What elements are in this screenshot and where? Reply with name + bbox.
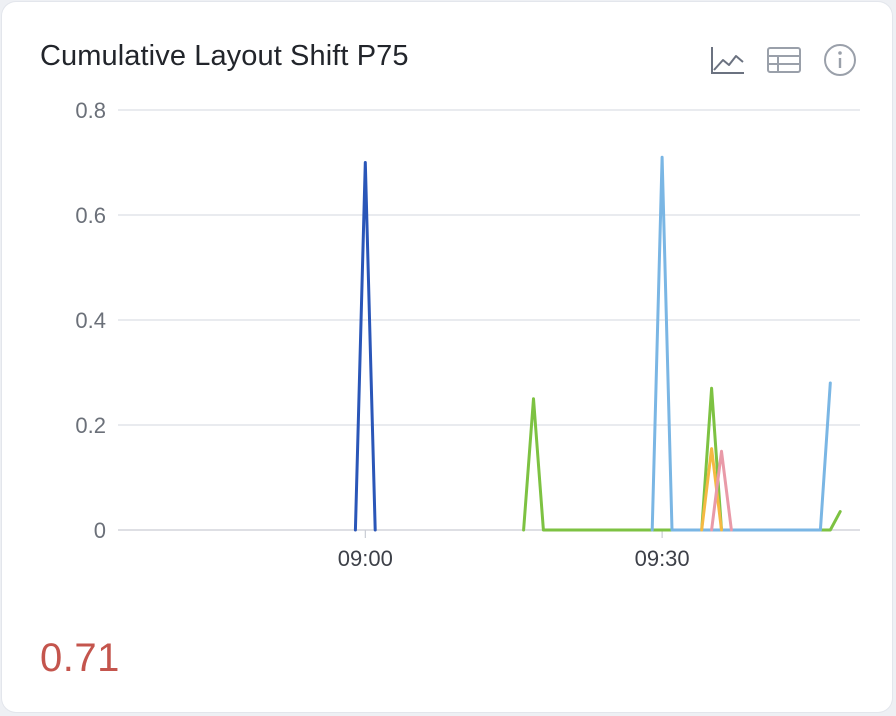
y-tick-label: 0.4 [75,308,106,333]
series-line-1 [353,161,377,532]
summary-value: 0.71 [40,636,120,680]
series-line-4 [700,447,723,532]
y-tick-label: 0.2 [75,413,106,438]
y-tick-label: 0.6 [75,203,106,228]
series-line-2 [522,386,842,532]
table-view-button[interactable] [766,42,802,78]
table-icon [767,47,801,73]
info-button[interactable] [822,42,858,78]
series-line-3 [650,155,832,532]
y-tick-label: 0.8 [75,98,106,123]
y-tick-label: 0 [94,518,106,543]
card-title: Cumulative Layout Shift P75 [40,40,409,72]
line-chart-icon [711,47,744,74]
info-icon [824,44,856,76]
cls-line-chart: 0 0.2 0.4 0.6 0.8 09:00 09:30 [75,98,860,571]
x-tick-label: 09:00 [338,546,393,571]
card-toolbar [710,42,858,78]
x-tick-label: 09:30 [635,546,690,571]
line-chart-view-button[interactable] [710,42,746,78]
series-line-5 [710,449,733,532]
